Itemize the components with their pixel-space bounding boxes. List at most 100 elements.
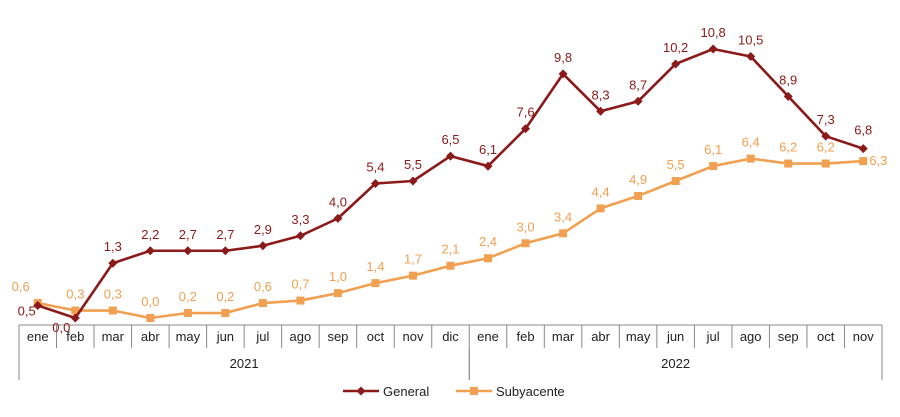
data-point [221, 309, 230, 318]
subyacente-data-label: 3,4 [554, 209, 572, 224]
general-data-label: 4,0 [329, 194, 347, 209]
x-tick-label: sep [778, 329, 799, 344]
x-tick-label: oct [367, 329, 385, 344]
subyacente-data-label: 5,5 [667, 157, 685, 172]
general-data-label: 5,4 [366, 160, 384, 175]
subyacente-data-label: 6,2 [779, 140, 797, 155]
general-data-label: 7,6 [517, 105, 535, 120]
subyacente-data-label: 0,0 [141, 294, 159, 309]
data-point [295, 231, 305, 241]
data-point [559, 229, 568, 238]
legend-marker [356, 386, 366, 396]
general-data-label: 1,3 [104, 239, 122, 254]
data-point [633, 96, 643, 106]
subyacente-data-label: 6,2 [817, 140, 835, 155]
subyacente-data-label: 4,9 [629, 172, 647, 187]
general-data-label: 3,3 [291, 212, 309, 227]
data-point [108, 258, 118, 268]
data-point [370, 179, 380, 188]
subyacente-data-label: 2,1 [441, 242, 459, 257]
data-point [671, 59, 681, 69]
x-tick-label: feb [517, 329, 535, 344]
general-data-label: 8,9 [779, 72, 797, 87]
subyacente-data-label: 0,6 [12, 279, 30, 294]
data-point [446, 151, 455, 161]
data-point [371, 279, 380, 288]
subyacente-data-label: 6,4 [742, 135, 760, 150]
x-tick-label: feb [66, 329, 84, 344]
data-point [708, 44, 718, 54]
data-point [596, 204, 605, 213]
data-point [634, 191, 643, 200]
x-tick-label: dic [442, 329, 459, 344]
general-data-label: 10,5 [738, 32, 763, 47]
data-point [746, 51, 756, 61]
general-data-label: 6,1 [479, 142, 497, 157]
data-point [258, 299, 267, 308]
data-point [558, 69, 568, 79]
general-data-label: 2,7 [216, 227, 234, 242]
x-tick-label: sep [327, 329, 348, 344]
legend-marker [470, 387, 478, 395]
general-data-label: 8,3 [592, 87, 610, 102]
data-point [183, 246, 193, 256]
data-point [858, 144, 868, 154]
data-point [483, 161, 493, 171]
x-tick-label: mar [102, 329, 125, 344]
x-tick-label: jun [666, 329, 684, 344]
data-point [145, 246, 155, 256]
data-point [859, 157, 868, 166]
year-label: 2021 [230, 356, 259, 371]
x-tick-label: jun [216, 329, 234, 344]
subyacente-data-label: 1,4 [366, 259, 384, 274]
general-data-label: 9,8 [554, 50, 572, 65]
subyacente-data-label: 1,0 [329, 269, 347, 284]
data-point [296, 296, 305, 305]
subyacente-data-label: 0,7 [291, 277, 309, 292]
data-point [821, 131, 831, 141]
data-point [183, 309, 192, 318]
general-data-label: 6,8 [854, 123, 872, 138]
x-tick-label: ago [740, 329, 762, 344]
data-point [671, 177, 680, 186]
data-point [333, 213, 343, 223]
subyacente-data-label: 2,4 [479, 234, 497, 249]
data-point [408, 271, 417, 280]
data-point [484, 254, 493, 263]
legend-label: Subyacente [496, 384, 565, 399]
x-tick-label: abr [141, 329, 160, 344]
x-tick-label: mar [552, 329, 575, 344]
x-tick-label: nov [402, 329, 423, 344]
x-tick-label: ene [27, 329, 49, 344]
year-label: 2022 [661, 356, 690, 371]
legend-item-subyacente: Subyacente [456, 384, 565, 399]
subyacente-data-label: 1,7 [404, 252, 422, 267]
subyacente-data-label: 0,2 [179, 289, 197, 304]
data-point [709, 162, 718, 171]
subyacente-data-label: 0,2 [216, 289, 234, 304]
data-point [333, 289, 342, 298]
subyacente-data-label: 4,4 [592, 184, 610, 199]
data-point [220, 246, 230, 256]
series-line-subyacente [37, 157, 864, 320]
general-data-label: 0,0 [52, 320, 70, 335]
x-tick-label: jul [706, 329, 720, 344]
x-tick-label: may [626, 329, 651, 344]
x-tick-label: nov [853, 329, 874, 344]
data-point [784, 159, 793, 168]
x-tick-label: may [176, 329, 201, 344]
general-data-label: 7,3 [817, 112, 835, 127]
data-point [521, 124, 531, 134]
subyacente-data-label: 0,3 [66, 287, 84, 302]
data-point [108, 306, 117, 315]
series-layer [33, 44, 868, 323]
general-data-label: 0,5 [18, 304, 36, 319]
general-data-label: 6,5 [441, 132, 459, 147]
legend: General Subyacente [343, 384, 565, 399]
x-tick-label: ago [290, 329, 312, 344]
data-point [821, 159, 830, 168]
data-point [783, 91, 793, 101]
series-line-general [37, 47, 864, 320]
